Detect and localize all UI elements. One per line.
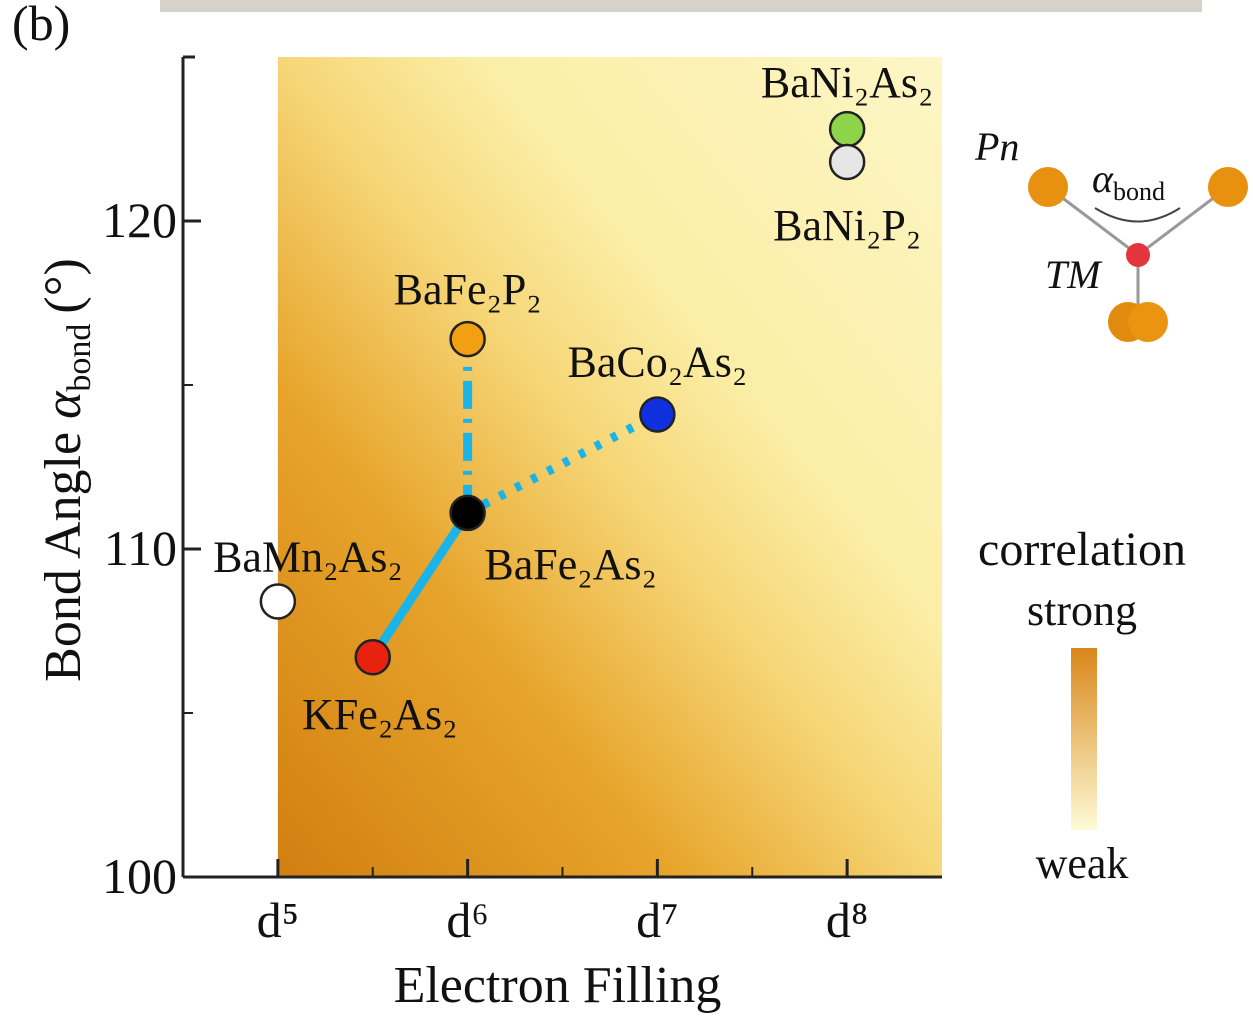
figure-label: (b) [12, 0, 70, 51]
colorbar-title: correlation [978, 523, 1186, 576]
point-label: BaNi₂P₂ [773, 201, 921, 250]
y-axis-title-text: Bond Angle [35, 419, 92, 682]
x-tick-label: d⁸ [826, 892, 868, 948]
angle-sub: bond [1113, 177, 1165, 206]
angle-symbol: α [1092, 156, 1114, 201]
y-axis-title: Bond Angle αbond (°) [35, 258, 98, 682]
link [368, 510, 472, 660]
heatmap [277, 57, 942, 877]
angle-arc [1094, 207, 1181, 223]
data-point [449, 320, 486, 358]
pn-atom [1028, 167, 1068, 207]
point-label: BaFe₂P₂ [394, 265, 542, 314]
point-label: BaCo₂As₂ [567, 338, 747, 387]
y-tick-label: 110 [104, 520, 177, 576]
colorbar [1071, 648, 1097, 830]
colorbar-bottom: weak [1036, 839, 1129, 888]
y-axis-title-sub: bond [61, 324, 98, 392]
data-point [639, 396, 676, 433]
y-axis-title-unit: (°) [35, 258, 92, 313]
data-point [828, 110, 866, 148]
data-point [828, 143, 866, 181]
x-tick-label: d⁶ [446, 892, 488, 948]
tm-atom [1126, 243, 1150, 267]
pn-atom [1128, 302, 1168, 342]
data-point [449, 494, 486, 532]
window-bar [160, 0, 1202, 12]
y-tick-label: 120 [102, 192, 177, 248]
x-tick-label: d⁵ [257, 892, 299, 948]
inset: Pn αbond TM [974, 124, 1248, 342]
y-axis-title-symbol: α [35, 390, 92, 419]
point-label: BaFe₂As₂ [484, 540, 656, 589]
x-axis-title: Electron Filling [394, 957, 722, 1014]
angle-label: αbond [1092, 156, 1165, 206]
data-point [354, 638, 391, 676]
x-tick-label: d⁷ [636, 892, 678, 948]
point-label: KFe₂As₂ [302, 690, 457, 739]
point-label: BaMn₂As₂ [213, 532, 403, 581]
colorbar-top: strong [1027, 586, 1137, 635]
data-point [259, 583, 297, 620]
tm-label: TM [1045, 252, 1103, 297]
y-tick-label: 100 [102, 848, 177, 904]
point-label: BaNi₂As₂ [761, 58, 933, 107]
pn-atom [1208, 167, 1248, 207]
pn-label: Pn [974, 124, 1019, 169]
